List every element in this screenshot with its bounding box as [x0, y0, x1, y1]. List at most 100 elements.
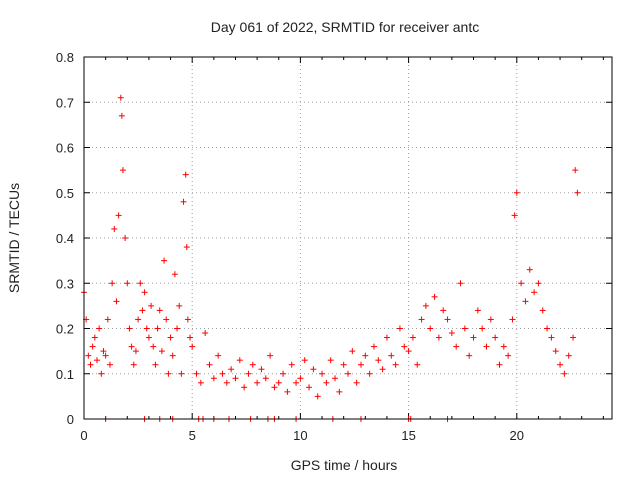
x-axis-label: GPS time / hours [291, 457, 398, 473]
data-point [161, 257, 168, 264]
data-point [535, 280, 542, 287]
data-point [336, 388, 343, 395]
data-point [135, 316, 142, 323]
data-point [474, 307, 481, 314]
data-point [466, 352, 473, 359]
data-point [288, 361, 295, 368]
data-point [418, 316, 425, 323]
data-point [431, 293, 438, 300]
data-point [301, 357, 308, 364]
data-point [150, 343, 157, 350]
data-point [271, 384, 278, 391]
chart-title: Day 061 of 2022, SRMTID for receiver ant… [211, 19, 479, 35]
y-tick-label: 0.4 [56, 231, 74, 246]
data-point [392, 361, 399, 368]
data-point [561, 370, 568, 377]
data-point [470, 334, 477, 341]
data-point [479, 325, 486, 332]
y-tick-label: 0.2 [56, 322, 74, 337]
data-point [206, 361, 213, 368]
data-point [496, 361, 503, 368]
data-point [189, 343, 196, 350]
data-point [262, 375, 269, 382]
data-point [349, 348, 356, 355]
data-point [178, 370, 185, 377]
data-point [448, 330, 455, 337]
data-point [383, 334, 390, 341]
data-point [353, 379, 360, 386]
data-point [119, 167, 126, 174]
data-point [167, 334, 174, 341]
data-point [223, 379, 230, 386]
data-point [106, 361, 113, 368]
y-tick-label: 0.1 [56, 367, 74, 382]
data-point [91, 334, 98, 341]
data-point [457, 280, 464, 287]
data-point [169, 352, 176, 359]
data-point [319, 370, 326, 377]
data-point [132, 348, 139, 355]
data-point [182, 171, 189, 178]
data-point [156, 307, 163, 314]
data-point [427, 325, 434, 332]
grid [84, 57, 612, 419]
data-point [93, 357, 100, 364]
data-point [284, 388, 291, 395]
data-point [293, 379, 300, 386]
data-point [180, 198, 187, 205]
data-point [435, 334, 442, 341]
data-point [526, 266, 533, 273]
y-axis-label: SRMTID / TECUs [6, 183, 22, 293]
data-point [414, 361, 421, 368]
axis-ticks: 0 0.1 0.2 0.3 0.4 0.5 0.6 0.7 0.8 0 5 10 15 20 [56, 50, 612, 443]
y-tick-label: 0.3 [56, 276, 74, 291]
data-point [375, 357, 382, 364]
data-point [143, 325, 150, 332]
data-point [444, 316, 451, 323]
data-point [163, 316, 170, 323]
data-point [557, 361, 564, 368]
data-point [232, 375, 239, 382]
data-point [401, 343, 408, 350]
data-point [124, 280, 131, 287]
data-point [310, 366, 317, 373]
data-point [370, 343, 377, 350]
data-point [130, 361, 137, 368]
data-point [572, 167, 579, 174]
y-tick-label: 0.6 [56, 141, 74, 156]
data-point [219, 370, 226, 377]
data-point [487, 316, 494, 323]
x-tick-label: 20 [510, 428, 524, 443]
data-point [362, 352, 369, 359]
data-point [409, 334, 416, 341]
data-point [215, 352, 222, 359]
data-point [158, 348, 165, 355]
data-point [500, 343, 507, 350]
data-point [141, 289, 148, 296]
data-point [126, 325, 133, 332]
data-point [511, 212, 518, 219]
data-point [109, 280, 116, 287]
data-point [327, 357, 334, 364]
data-point [197, 379, 204, 386]
data-point [165, 370, 172, 377]
data-point [254, 379, 261, 386]
x-tick-label: 15 [401, 428, 415, 443]
data-point [396, 325, 403, 332]
data-point [570, 334, 577, 341]
data-point [345, 370, 351, 377]
y-tick-label: 0.8 [56, 50, 74, 65]
data-point [117, 94, 124, 101]
data-point [340, 361, 347, 368]
data-point [245, 370, 252, 377]
y-tick-label: 0.7 [56, 95, 74, 110]
data-point [379, 366, 386, 373]
data-point [388, 352, 395, 359]
data-point [531, 289, 538, 296]
data-point [314, 393, 321, 400]
data-point [128, 343, 135, 350]
data-point [297, 375, 304, 382]
data-point [115, 212, 122, 219]
data-point [228, 366, 235, 373]
data-point [148, 302, 155, 309]
